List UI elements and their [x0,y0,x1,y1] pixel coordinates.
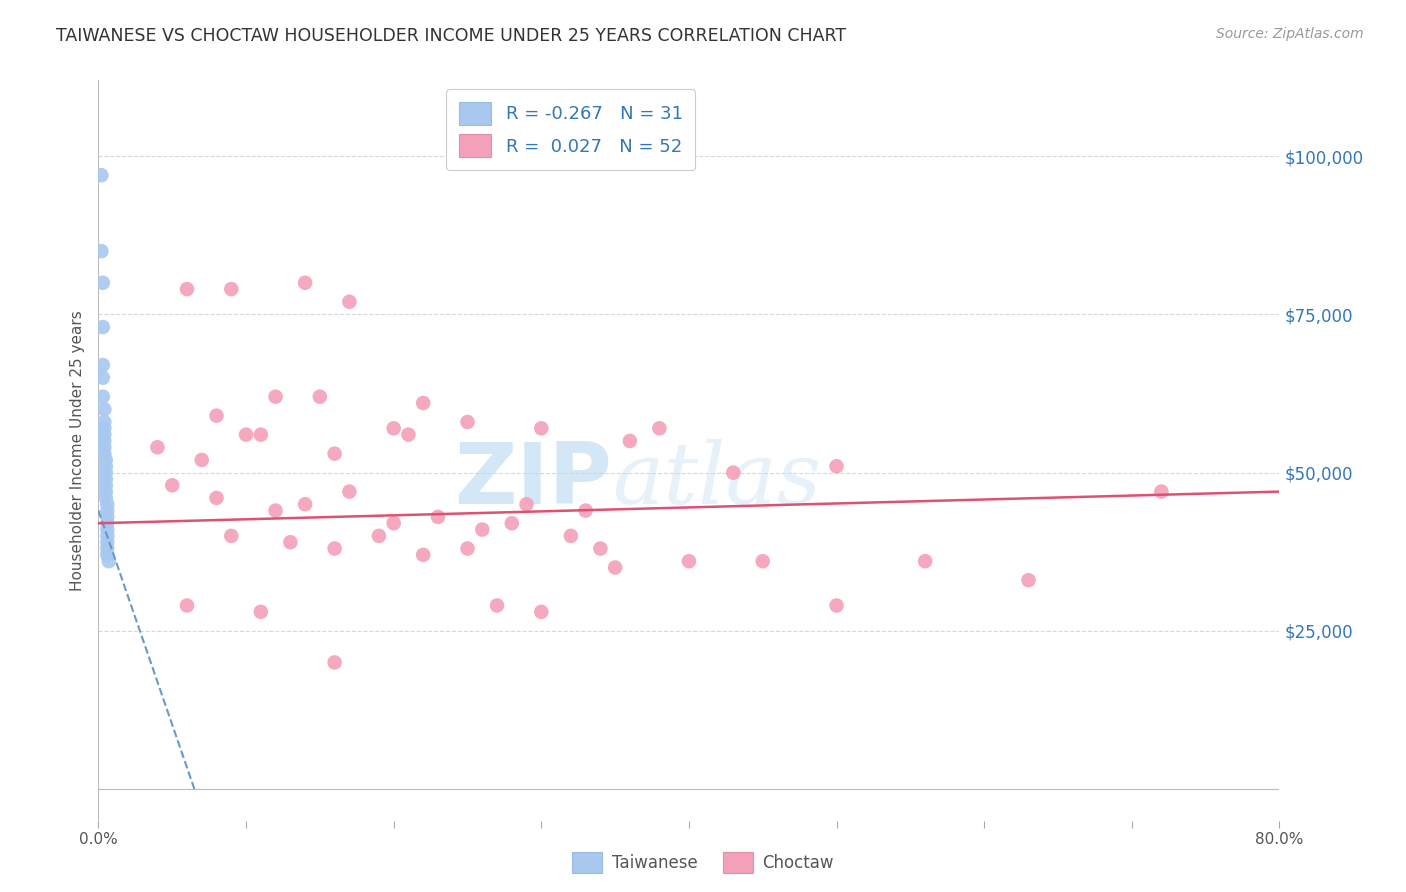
Point [605,560,627,574]
Point [94,472,117,486]
Point [235,427,257,442]
Point [339,294,361,309]
Point [382,516,405,531]
Point [323,447,346,461]
Point [94,453,117,467]
Point [368,529,391,543]
Point [294,276,316,290]
Point [96,497,118,511]
Point [1150,484,1173,499]
Point [1018,573,1040,587]
Point [191,453,214,467]
Point [323,656,346,670]
Point [91,370,114,384]
Point [96,503,118,517]
Point [176,599,198,613]
Point [93,402,115,417]
Point [91,276,114,290]
Point [94,491,117,505]
Point [93,427,115,442]
Point [250,605,273,619]
Point [96,516,118,531]
Text: Source: ZipAtlas.com: Source: ZipAtlas.com [1216,27,1364,41]
Point [96,509,118,524]
Point [221,529,243,543]
Point [457,415,479,429]
Point [471,523,494,537]
Point [146,440,169,454]
Point [323,541,346,556]
Point [96,529,118,543]
Point [176,282,198,296]
Point [221,282,243,296]
Point [560,529,582,543]
Point [93,434,115,448]
Point [93,415,115,429]
Point [575,503,598,517]
Point [205,491,228,505]
Y-axis label: Householder Income Under 25 years: Householder Income Under 25 years [69,310,84,591]
Point [339,484,361,499]
Point [90,244,112,259]
Text: ZIP: ZIP [454,439,612,522]
Point [162,478,183,492]
Text: TAIWANESE VS CHOCTAW HOUSEHOLDER INCOME UNDER 25 YEARS CORRELATION CHART: TAIWANESE VS CHOCTAW HOUSEHOLDER INCOME … [56,27,846,45]
Point [294,497,316,511]
Point [91,390,114,404]
Point [648,421,671,435]
Point [91,320,114,334]
Point [412,396,434,410]
Point [501,516,523,531]
Point [94,459,117,474]
Point [914,554,936,568]
Point [382,421,405,435]
Point [723,466,745,480]
Point [264,503,287,517]
Point [589,541,612,556]
Point [94,478,117,492]
Point [486,599,509,613]
Point [516,497,538,511]
Point [250,427,273,442]
Point [93,421,115,435]
Point [825,459,848,474]
Point [96,548,118,562]
Point [96,541,118,556]
Point [96,523,118,537]
Point [93,440,115,454]
Point [398,427,420,442]
Legend: Taiwanese, Choctaw: Taiwanese, Choctaw [565,846,841,880]
Point [427,509,450,524]
Point [309,390,332,404]
Point [678,554,700,568]
Point [457,541,479,556]
Point [97,554,120,568]
Point [619,434,641,448]
Point [530,421,553,435]
Point [91,358,114,372]
Point [825,599,848,613]
Point [93,447,115,461]
Point [752,554,775,568]
Legend: R = -0.267   N = 31, R =  0.027   N = 52: R = -0.267 N = 31, R = 0.027 N = 52 [446,89,696,170]
Point [94,484,117,499]
Point [280,535,302,549]
Point [90,168,112,182]
Point [264,390,287,404]
Text: atlas: atlas [612,439,821,522]
Point [96,535,118,549]
Point [205,409,228,423]
Point [530,605,553,619]
Point [412,548,434,562]
Point [94,466,117,480]
